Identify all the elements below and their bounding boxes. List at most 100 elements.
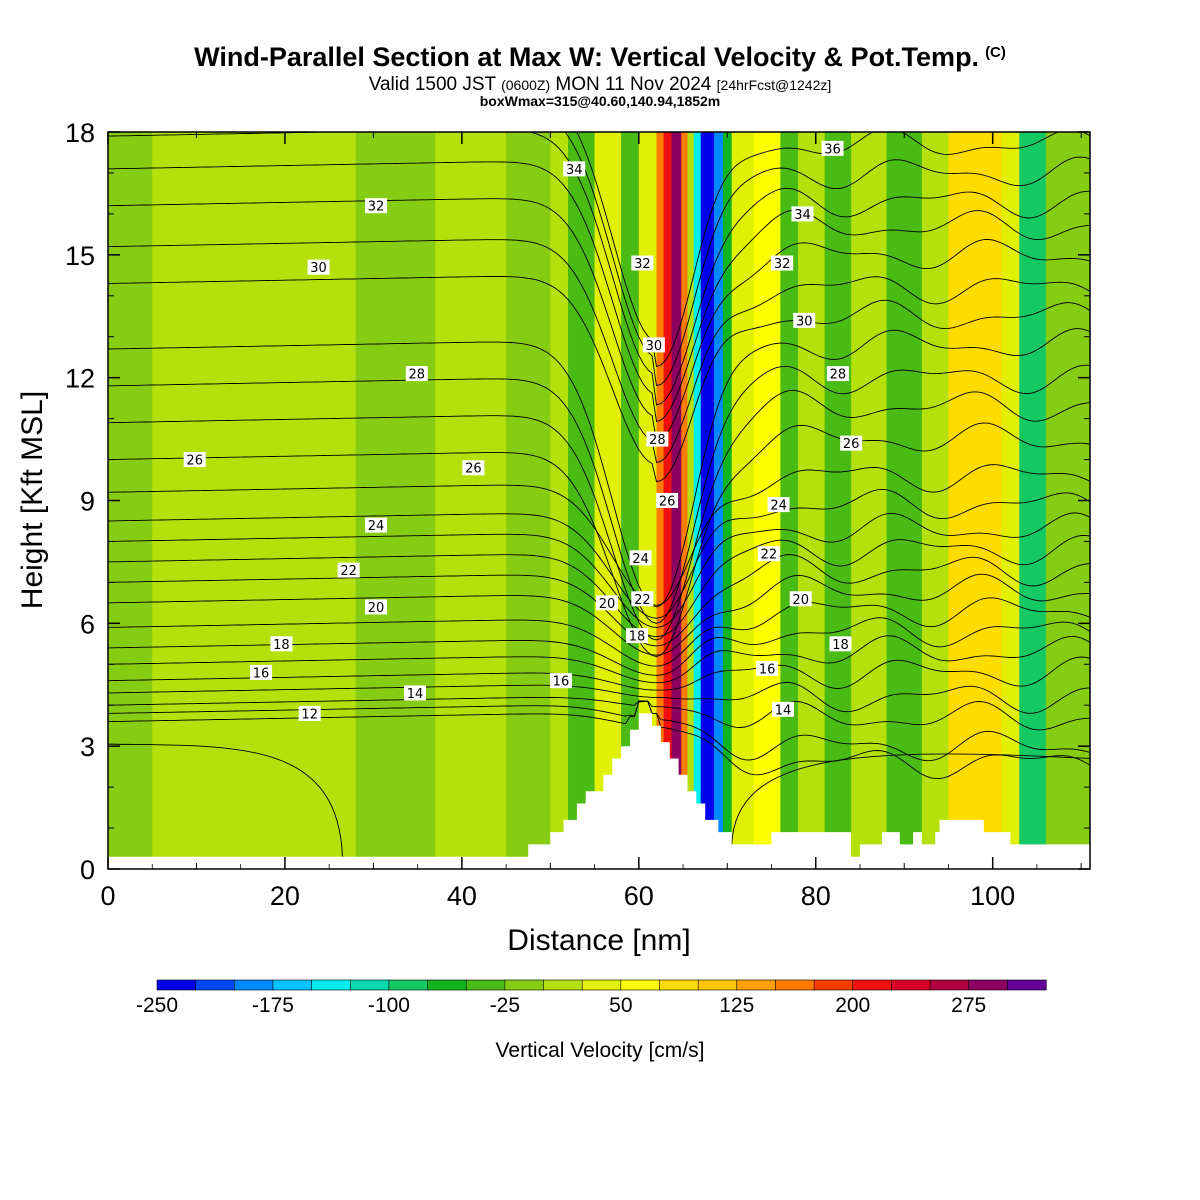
contour-label-text: 18	[629, 630, 646, 645]
contour-label: 34	[791, 206, 814, 223]
contour-label-text: 14	[407, 687, 424, 702]
theta-contour	[108, 682, 1090, 714]
terrain-profile	[108, 713, 1090, 869]
theta-contour	[108, 161, 1090, 422]
forecast-info: [24hrFcst@1242z]	[716, 77, 832, 93]
colorbar: -250 -175 -100 -25 50 125 200 275	[136, 979, 1047, 1017]
contour-label-text: 18	[832, 638, 849, 653]
x-tick-label: 60	[624, 881, 654, 911]
velocity-band	[921, 132, 949, 869]
colorbar-swatch	[736, 979, 777, 991]
colorbar-swatch	[1007, 979, 1047, 991]
velocity-band	[355, 132, 436, 869]
contour-label: 26	[183, 452, 206, 469]
contour-label-text: 24	[368, 519, 385, 534]
theta-contour	[108, 389, 1090, 641]
x-tick-label: 0	[100, 881, 115, 911]
contour-label-text: 36	[824, 142, 841, 157]
theta-contour	[108, 700, 1090, 780]
contour-label: 28	[826, 366, 849, 383]
valid-zulu: (0600Z)	[501, 77, 551, 93]
colorbar-swatch	[813, 979, 854, 991]
velocity-band	[798, 132, 826, 869]
colorbar-swatch	[465, 979, 506, 991]
theta-contour	[108, 512, 1090, 628]
y-tick-label: 0	[80, 855, 95, 885]
y-tick-label: 3	[80, 732, 95, 762]
contour-label-text: 26	[186, 454, 203, 469]
x-tick-label: 20	[270, 881, 300, 911]
colorbar-swatch	[195, 979, 235, 991]
contour-label-text: 28	[408, 368, 425, 383]
valid-time-line: Valid 1500 JST (0600Z) MON 11 Nov 2024 […	[0, 74, 1200, 96]
colorbar-tick-label: 125	[719, 994, 754, 1017]
contour-label-text: 32	[368, 200, 385, 215]
theta-contour	[108, 635, 1090, 684]
y-tick-label: 18	[65, 118, 95, 148]
theta-contour	[108, 239, 1090, 464]
velocity-band	[435, 132, 507, 869]
contour-label-text: 26	[659, 495, 676, 510]
contour-label-text: 16	[759, 662, 776, 677]
colorbar-tick-label: 200	[835, 994, 870, 1017]
contour-label: 16	[549, 673, 572, 690]
colorbar-swatch	[929, 979, 970, 991]
velocity-band	[621, 132, 640, 869]
contour-label-text: 24	[770, 499, 787, 514]
contour-label-text: 34	[566, 163, 583, 178]
colorbar-swatch	[775, 979, 815, 991]
x-tick-label: 40	[447, 881, 477, 911]
contour-label: 20	[595, 595, 618, 612]
contour-label: 26	[462, 460, 485, 477]
colorbar-label: Vertical Velocity [cm/s]	[496, 1039, 705, 1062]
contour-label: 14	[403, 685, 426, 702]
colorbar-swatch	[272, 979, 313, 991]
colorbar-swatch	[697, 979, 738, 991]
velocity-band	[948, 132, 1003, 869]
velocity-band	[240, 132, 357, 869]
theta-contour	[108, 696, 1090, 731]
y-tick-label: 15	[65, 241, 95, 271]
contour-label: 32	[771, 255, 794, 272]
y-tick-label: 6	[80, 609, 95, 639]
contour-label: 20	[365, 599, 388, 616]
theta-contour	[108, 573, 1090, 656]
colorbar-tick-label: 50	[609, 994, 632, 1017]
colorbar-swatch	[427, 979, 467, 991]
velocity-field	[108, 132, 1090, 869]
x-tick-label: 100	[970, 881, 1015, 911]
terrain	[108, 713, 1090, 869]
contour-label-text: 28	[830, 368, 847, 383]
contour-label: 24	[365, 517, 388, 534]
velocity-band	[681, 132, 688, 869]
contour-label-text: 20	[368, 601, 385, 616]
colorbar-swatch	[311, 979, 351, 991]
chart-title-main: Wind-Parallel Section at Max W: Vertical…	[194, 42, 980, 72]
y-tick-label: 9	[80, 487, 95, 517]
theta-contour	[108, 488, 1090, 619]
contour-label: 16	[250, 664, 273, 681]
velocity-band	[550, 132, 569, 869]
theta-contour-low-right	[731, 753, 1090, 845]
contour-label: 32	[631, 255, 654, 272]
theta-contour	[108, 422, 1090, 657]
contour-label: 22	[337, 562, 360, 579]
colorbar-swatch	[349, 979, 390, 991]
contour-label: 22	[757, 546, 780, 563]
colorbar-swatch	[968, 979, 1008, 991]
chart-title: Wind-Parallel Section at Max W: Vertical…	[0, 42, 1200, 73]
contour-label: 18	[270, 636, 293, 653]
velocity-band	[1001, 132, 1020, 869]
contour-labels: 1214161820222426262830323416201822242628…	[183, 140, 863, 722]
colorbar-swatch	[388, 979, 429, 991]
theta-contour	[576, 132, 1090, 368]
x-tick-label: 80	[801, 881, 831, 911]
contour-label: 24	[629, 550, 652, 567]
contour-label-text: 32	[634, 257, 651, 272]
velocity-band	[638, 132, 658, 869]
theta-contour	[108, 276, 1090, 483]
contour-label: 30	[793, 312, 816, 329]
contour-label: 30	[307, 259, 330, 276]
colorbar-swatch	[891, 979, 931, 991]
